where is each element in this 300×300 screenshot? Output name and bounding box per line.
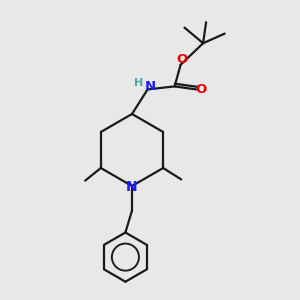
Text: N: N: [145, 80, 156, 94]
Text: N: N: [126, 180, 138, 194]
Text: O: O: [176, 53, 187, 66]
Text: O: O: [195, 83, 207, 96]
Text: H: H: [134, 78, 143, 88]
